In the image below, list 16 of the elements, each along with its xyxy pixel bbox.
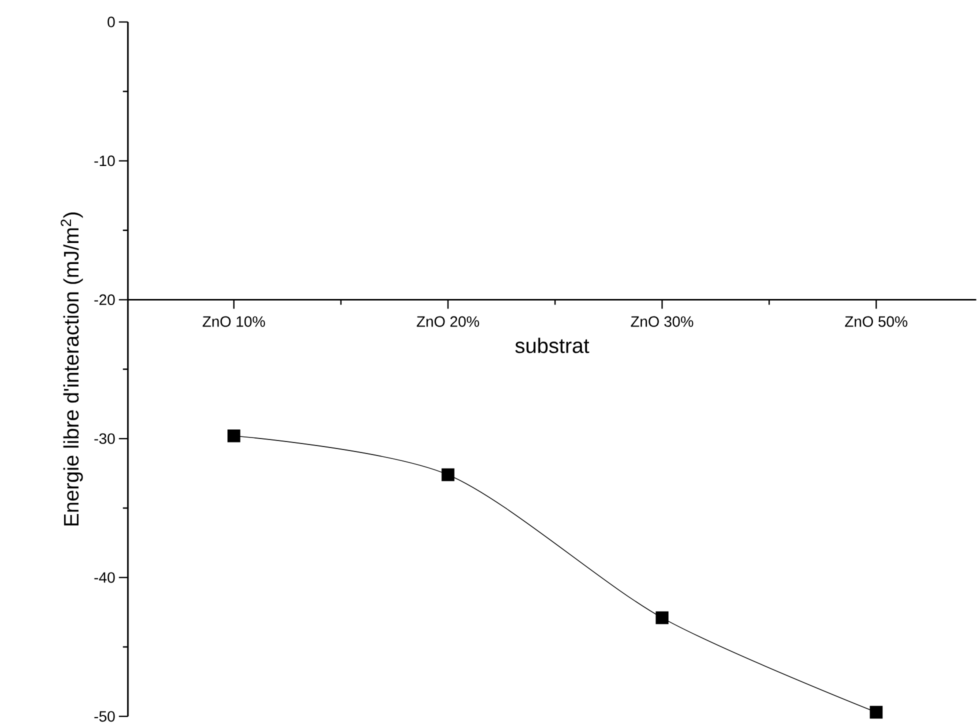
- x-axis-title: substrat: [515, 338, 590, 353]
- y-tick-label: -20: [94, 294, 115, 305]
- x-tick-label: ZnO 10%: [202, 316, 265, 327]
- point: [227, 429, 240, 442]
- y-axis-title: Energie libre d'interaction (mJ/m$^{2}$): [60, 212, 83, 526]
- y-tick-label: -30: [94, 433, 115, 444]
- point: [442, 468, 454, 481]
- x-tick-label: ZnO 30%: [630, 316, 694, 327]
- y-tick-label: -10: [94, 155, 115, 166]
- y-tick-label: 0: [108, 16, 115, 28]
- x-tick-label: ZnO 50%: [845, 316, 908, 327]
- point: [656, 611, 668, 624]
- x-tick-label: ZnO 20%: [416, 316, 480, 327]
- point: [870, 706, 883, 718]
- y-tick-label: -50: [94, 710, 115, 722]
- y-tick-label: -40: [94, 572, 115, 583]
